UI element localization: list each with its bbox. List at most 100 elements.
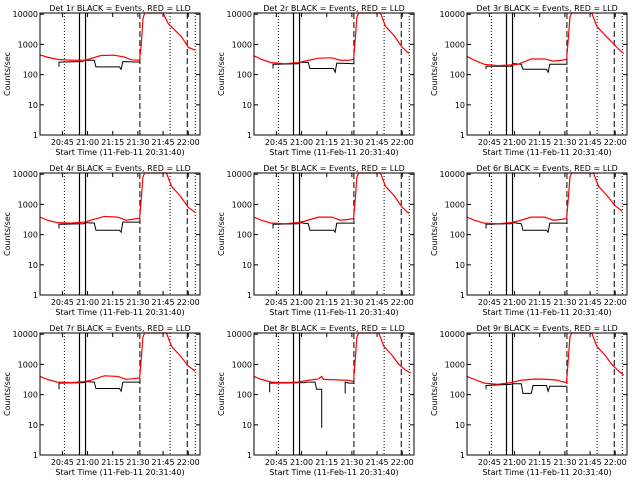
plot-frame [253,12,415,136]
panel-det-6: Det 6r BLACK = Events, RED = LLD Counts/s… [430,164,628,317]
x-tick-label: 20:45 [51,298,74,307]
y-tick-label: 1 [460,291,465,300]
lld-series-line [39,332,196,384]
plot-frame [253,332,415,456]
y-tick-label: 1000 [18,200,38,209]
y-tick-label: 10000 [13,330,38,339]
y-tick-label: 1 [33,131,38,140]
y-axis-label: Counts/sec [430,372,439,416]
y-tick-label: 1000 [18,360,38,369]
events-series-line [485,63,568,74]
y-tick-label: 10 [28,421,38,430]
x-tick-label: 21:30 [340,458,363,467]
y-tick-label: 1 [247,131,252,140]
panel-title: Det 5r BLACK = Events, RED = LLD [263,164,405,173]
panel-title: Det 6r BLACK = Events, RED = LLD [476,164,618,173]
x-tick-label: 21:00 [76,458,99,467]
y-tick-label: 100 [450,391,465,400]
x-tick-label: 21:45 [366,298,389,307]
y-tick-label: 10 [28,101,38,110]
x-tick-label: 21:30 [126,138,149,147]
y-tick-label: 1 [247,291,252,300]
x-tick-label: 21:45 [366,458,389,467]
y-tick-label: 1 [460,131,465,140]
y-axis-label: Counts/sec [217,212,226,256]
x-tick-label: 22:00 [177,458,200,467]
y-tick-label: 1 [460,451,465,460]
y-tick-label: 10000 [440,10,465,19]
y-tick-label: 1000 [445,200,465,209]
y-tick-label: 10 [242,261,252,270]
x-tick-label: 21:30 [553,138,576,147]
x-tick-label: 21:15 [315,298,338,307]
x-tick-label: 21:45 [579,138,602,147]
x-tick-label: 21:00 [503,138,526,147]
plot-frame [253,172,415,296]
y-tick-label: 10 [455,421,465,430]
x-tick-label: 21:00 [290,138,313,147]
x-tick-label: 21:15 [528,138,551,147]
y-tick-label: 100 [237,71,252,80]
x-axis-label: Start Time (11-Feb-11 20:31:40) [55,468,184,477]
y-tick-label: 100 [237,231,252,240]
y-tick-label: 10000 [227,330,252,339]
x-tick-label: 21:15 [315,458,338,467]
x-tick-label: 21:15 [528,298,551,307]
y-tick-label: 10 [28,261,38,270]
y-axis-label: Counts/sec [3,212,12,256]
y-axis-label: Counts/sec [3,52,12,96]
y-tick-label: 100 [450,71,465,80]
x-tick-label: 21:30 [553,298,576,307]
x-tick-label: 21:15 [101,298,124,307]
x-tick-label: 21:30 [126,298,149,307]
panel-det-5: Det 5r BLACK = Events, RED = LLD Counts/s… [217,164,415,317]
x-tick-label: 22:00 [391,138,414,147]
x-tick-label: 21:15 [101,138,124,147]
x-tick-label: 21:45 [152,138,175,147]
panel-title: Det 1r BLACK = Events, RED = LLD [49,4,191,13]
panel-title: Det 3r BLACK = Events, RED = LLD [476,4,618,13]
y-tick-label: 1 [33,451,38,460]
panel-det-1: Det 1r BLACK = Events, RED = LLD Counts/s… [3,4,201,157]
plot-frame [466,332,628,456]
x-tick-label: 22:00 [177,298,200,307]
x-tick-label: 22:00 [604,458,627,467]
y-axis-label: Counts/sec [217,372,226,416]
y-axis-label: Counts/sec [430,212,439,256]
events-series-line [58,221,141,234]
x-tick-label: 20:45 [265,458,288,467]
y-tick-label: 10000 [440,170,465,179]
lld-series-line [253,172,410,225]
lld-series-line [253,332,411,384]
events-series-line [344,381,355,394]
lld-series-line [466,172,623,225]
panel-det-3: Det 3r BLACK = Events, RED = LLD Counts/s… [430,4,628,157]
x-tick-label: 21:30 [340,298,363,307]
y-tick-label: 1 [33,291,38,300]
x-axis-label: Start Time (11-Feb-11 20:31:40) [482,468,611,477]
y-tick-label: 10000 [13,170,38,179]
events-series-line [485,383,568,394]
events-series-line [58,59,141,71]
panel-title: Det 2r BLACK = Events, RED = LLD [263,4,405,13]
y-tick-label: 1 [247,451,252,460]
y-tick-label: 1000 [232,200,252,209]
x-tick-label: 21:30 [340,138,363,147]
x-tick-label: 20:45 [478,298,501,307]
x-axis-label: Start Time (11-Feb-11 20:31:40) [482,308,611,317]
y-tick-label: 10000 [440,330,465,339]
panel-det-9: Det 9r BLACK = Events, RED = LLD Counts/s… [430,324,628,477]
y-tick-label: 1000 [445,360,465,369]
x-axis-label: Start Time (11-Feb-11 20:31:40) [269,308,398,317]
x-tick-label: 22:00 [391,298,414,307]
y-axis-label: Counts/sec [217,52,226,96]
panel-det-2: Det 2r BLACK = Events, RED = LLD Counts/s… [217,4,415,157]
y-tick-label: 10 [242,421,252,430]
plot-frame [39,172,201,296]
panel-det-8: Det 8r BLACK = Events, RED = LLD Counts/s… [217,324,415,477]
x-tick-label: 20:45 [478,458,501,467]
x-tick-label: 21:15 [528,458,551,467]
x-axis-label: Start Time (11-Feb-11 20:31:40) [55,148,184,157]
y-tick-label: 10 [242,101,252,110]
